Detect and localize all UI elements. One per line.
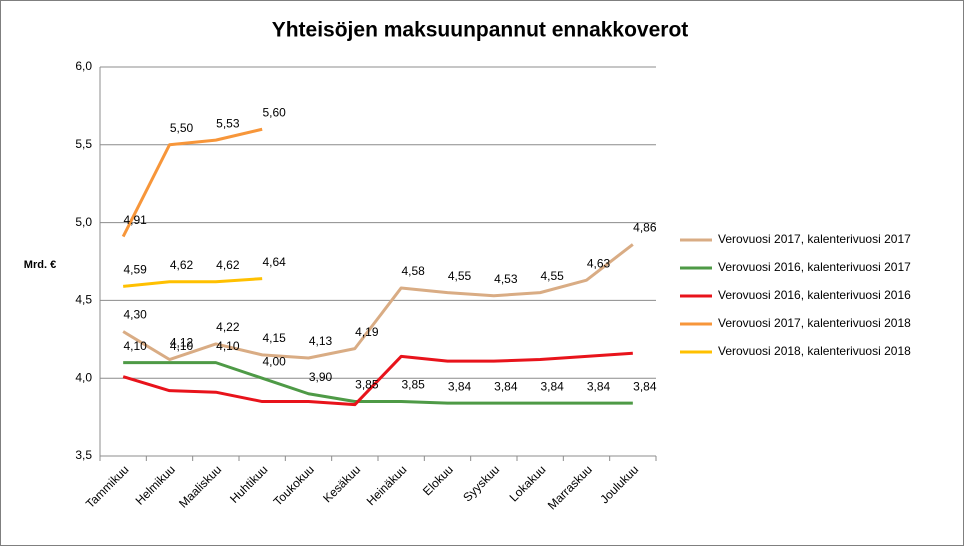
- chart-title: Yhteisöjen maksuunpannut ennakkoverot: [272, 19, 689, 42]
- data-label: 3,84: [540, 379, 564, 393]
- data-label: 4,15: [262, 331, 286, 345]
- data-label: 4,13: [309, 334, 333, 348]
- data-label: 4,10: [216, 339, 240, 353]
- data-label: 5,50: [170, 121, 194, 135]
- data-label: 4,62: [170, 258, 194, 272]
- legend-label: Verovuosi 2017, kalenterivuosi 2017: [718, 232, 911, 246]
- data-label: 4,55: [448, 269, 472, 283]
- y-tick-label: 3,5: [75, 448, 92, 462]
- data-label: 3,84: [494, 379, 518, 393]
- data-label: 4,19: [355, 325, 379, 339]
- line: [123, 361, 633, 405]
- data-label: 4,86: [633, 221, 657, 235]
- data-label: 4,30: [123, 308, 147, 322]
- data-label: 4,59: [123, 263, 147, 277]
- data-label: 3,84: [448, 379, 472, 393]
- y-tick-label: 5,0: [75, 215, 92, 229]
- y-tick-label: 4,0: [75, 370, 92, 384]
- data-label: 3,90: [309, 370, 333, 384]
- data-label: 4,10: [123, 339, 147, 353]
- data-label: 4,62: [216, 258, 240, 272]
- data-label: 4,12: [170, 336, 194, 350]
- legend-label: Verovuosi 2016, kalenterivuosi 2016: [718, 288, 911, 302]
- data-label: 4,55: [540, 269, 564, 283]
- y-axis-label: Mrd. €: [24, 259, 56, 271]
- data-label: 3,84: [587, 379, 611, 393]
- data-label: 4,00: [262, 354, 286, 368]
- data-label: 4,10: [170, 339, 194, 353]
- data-label: 4,91: [123, 213, 147, 227]
- line: [122, 351, 633, 407]
- data-label: 4,63: [587, 256, 611, 270]
- legend-label: Verovuosi 2017, kalenterivuosi 2018: [718, 316, 911, 330]
- line: [123, 277, 263, 288]
- data-label: 4,22: [216, 320, 240, 334]
- data-label: 3,85: [401, 378, 425, 392]
- y-tick-label: 6,0: [75, 59, 92, 73]
- data-label: 3,85: [355, 378, 379, 392]
- y-tick-label: 4,5: [75, 293, 92, 307]
- data-label: 4,53: [494, 272, 518, 286]
- line: [122, 243, 634, 362]
- data-label: 5,53: [216, 116, 240, 130]
- data-label: 3,84: [633, 379, 657, 393]
- data-label: 5,60: [262, 105, 286, 119]
- data-label: 4,58: [401, 264, 425, 278]
- legend-label: Verovuosi 2016, kalenterivuosi 2017: [718, 260, 911, 274]
- legend-label: Verovuosi 2018, kalenterivuosi 2018: [718, 344, 911, 358]
- y-tick-label: 5,5: [75, 137, 92, 151]
- line: [121, 127, 263, 238]
- data-label: 4,64: [262, 255, 286, 269]
